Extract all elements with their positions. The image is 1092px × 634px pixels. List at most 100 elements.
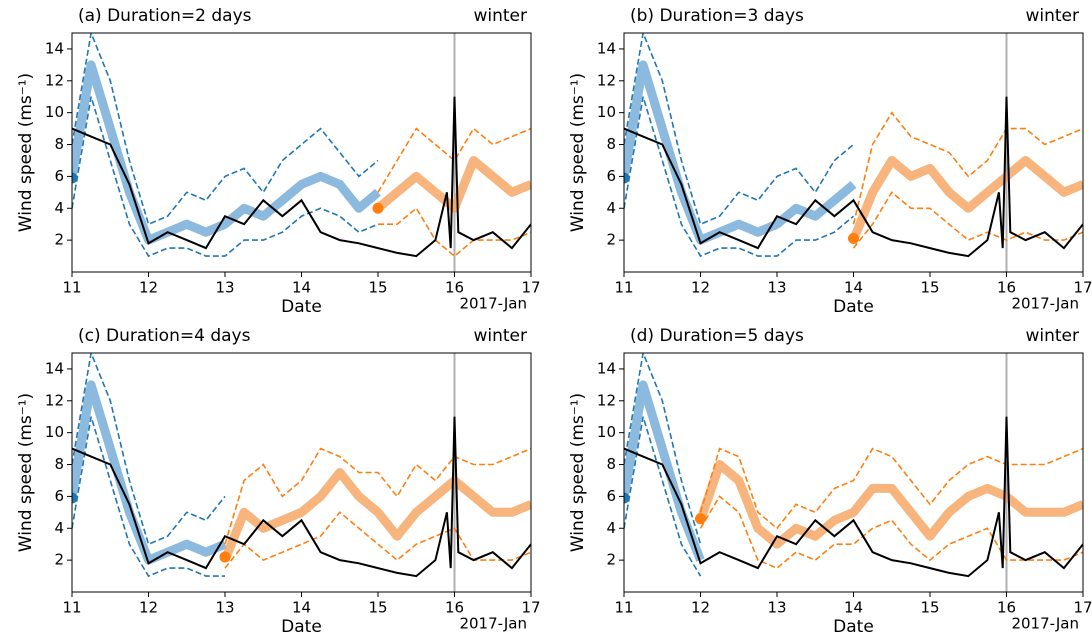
x-tick-label: 14 xyxy=(292,599,311,617)
x-tick-label: 15 xyxy=(368,279,387,297)
series-line xyxy=(378,207,531,258)
y-axis-label: Wind speed (ms⁻¹) xyxy=(568,393,588,552)
x-tick-label: 13 xyxy=(215,279,234,297)
x-tick-label: 13 xyxy=(767,279,786,297)
x-tick-label: 16 xyxy=(445,279,464,297)
y-axis-label: Wind speed (ms⁻¹) xyxy=(16,393,36,552)
series-line xyxy=(699,495,1083,570)
x-tick-label: 16 xyxy=(445,599,464,617)
x-tick-label: 14 xyxy=(844,599,863,617)
x-axis-label: Date xyxy=(281,617,322,634)
plot-area xyxy=(72,33,531,272)
series-line xyxy=(72,353,226,546)
series-line xyxy=(624,33,855,226)
panel-title: (b) Duration=3 days xyxy=(630,6,804,26)
axes-frame xyxy=(71,352,532,593)
y-tick-label: 6 xyxy=(54,487,64,505)
series-line xyxy=(72,96,531,258)
series-line xyxy=(72,96,379,258)
y-tick-label: 8 xyxy=(54,135,64,153)
panel-title: (d) Duration=5 days xyxy=(630,326,804,346)
x-tick-label: 12 xyxy=(691,279,710,297)
x-axis-note: 2017-Jan xyxy=(459,295,527,313)
x-tick-label: 17 xyxy=(1073,279,1092,297)
series-line xyxy=(849,156,1083,242)
series-line xyxy=(852,191,1083,249)
y-tick-label: 2 xyxy=(54,551,64,569)
panel: 11 12 13 14 15 16 17 2 4 6 8 10 12 14 (a) Duration=2 d… xyxy=(16,6,541,317)
x-tick-label: 14 xyxy=(844,279,863,297)
y-tick-label: 14 xyxy=(45,359,64,377)
x-tick-label: 13 xyxy=(215,599,234,617)
x-tick-label: 12 xyxy=(139,599,158,617)
y-tick-label: 4 xyxy=(54,199,64,217)
x-tick-label: 11 xyxy=(614,599,633,617)
y-tick-label: 4 xyxy=(54,519,64,537)
y-tick-label: 14 xyxy=(597,359,616,377)
x-tick-label: 17 xyxy=(521,599,540,617)
marker xyxy=(848,233,859,245)
y-tick-label: 2 xyxy=(606,231,616,249)
series-line xyxy=(224,447,531,545)
x-tick-label: 16 xyxy=(997,599,1016,617)
y-tick-label: 10 xyxy=(597,423,616,441)
x-tick-label: 15 xyxy=(368,599,387,617)
axes-frame xyxy=(623,352,1084,593)
x-axis-label: Date xyxy=(833,617,874,634)
series-line xyxy=(624,96,1083,258)
y-tick-label: 6 xyxy=(54,167,64,185)
plot-area xyxy=(624,33,1083,272)
y-tick-label: 2 xyxy=(606,551,616,569)
x-tick-label: 15 xyxy=(920,279,939,297)
x-tick-label: 17 xyxy=(1073,599,1092,617)
x-tick-label: 16 xyxy=(997,279,1016,297)
x-tick-label: 12 xyxy=(691,599,710,617)
series-line xyxy=(224,511,531,569)
series-line xyxy=(72,416,225,578)
y-tick-label: 14 xyxy=(45,39,64,57)
x-axis-note: 2017-Jan xyxy=(459,615,527,633)
series-line xyxy=(72,416,531,578)
y-tick-label: 4 xyxy=(606,519,616,537)
y-tick-label: 14 xyxy=(597,39,616,57)
series-line xyxy=(377,127,531,193)
panel: 11 12 13 14 15 16 17 2 4 6 8 10 12 14 (c) Duration=4 d… xyxy=(16,326,541,634)
x-tick-label: 11 xyxy=(614,279,633,297)
y-tick-label: 10 xyxy=(45,103,64,121)
plot-area xyxy=(624,353,1083,592)
x-tick-label: 11 xyxy=(62,279,81,297)
x-tick-label: 13 xyxy=(767,599,786,617)
series-line xyxy=(624,353,702,545)
marker xyxy=(695,513,706,525)
series-line xyxy=(72,33,379,226)
series-line xyxy=(852,111,1083,225)
x-axis-note: 2017-Jan xyxy=(1011,295,1079,313)
x-tick-label: 14 xyxy=(292,279,311,297)
series-line xyxy=(72,380,227,565)
y-tick-label: 8 xyxy=(54,455,64,473)
marker xyxy=(72,172,78,184)
series-line xyxy=(624,60,857,245)
panel-title: (a) Duration=2 days xyxy=(78,6,252,26)
season-label: winter xyxy=(1025,6,1079,26)
y-tick-label: 12 xyxy=(45,71,64,89)
marker xyxy=(72,492,78,504)
x-tick-label: 15 xyxy=(920,599,939,617)
x-tick-label: 11 xyxy=(62,599,81,617)
plot-area xyxy=(72,353,531,592)
series-line xyxy=(624,380,705,562)
marker xyxy=(624,172,630,184)
y-axis-label: Wind speed (ms⁻¹) xyxy=(568,73,588,232)
series-line xyxy=(624,416,1083,578)
y-tick-label: 12 xyxy=(597,391,616,409)
y-tick-label: 6 xyxy=(606,487,616,505)
series-line xyxy=(375,156,531,213)
panel: 11 12 13 14 15 16 17 2 4 6 8 10 12 14 (d) Duration=5 d… xyxy=(568,326,1092,634)
y-tick-label: 4 xyxy=(606,199,616,217)
series-line xyxy=(696,460,1083,549)
x-tick-label: 17 xyxy=(521,279,540,297)
season-label: winter xyxy=(1025,326,1079,346)
y-tick-label: 12 xyxy=(45,391,64,409)
panel: 11 12 13 14 15 16 17 2 4 6 8 10 12 14 (b) Duration=3 d… xyxy=(568,6,1092,317)
